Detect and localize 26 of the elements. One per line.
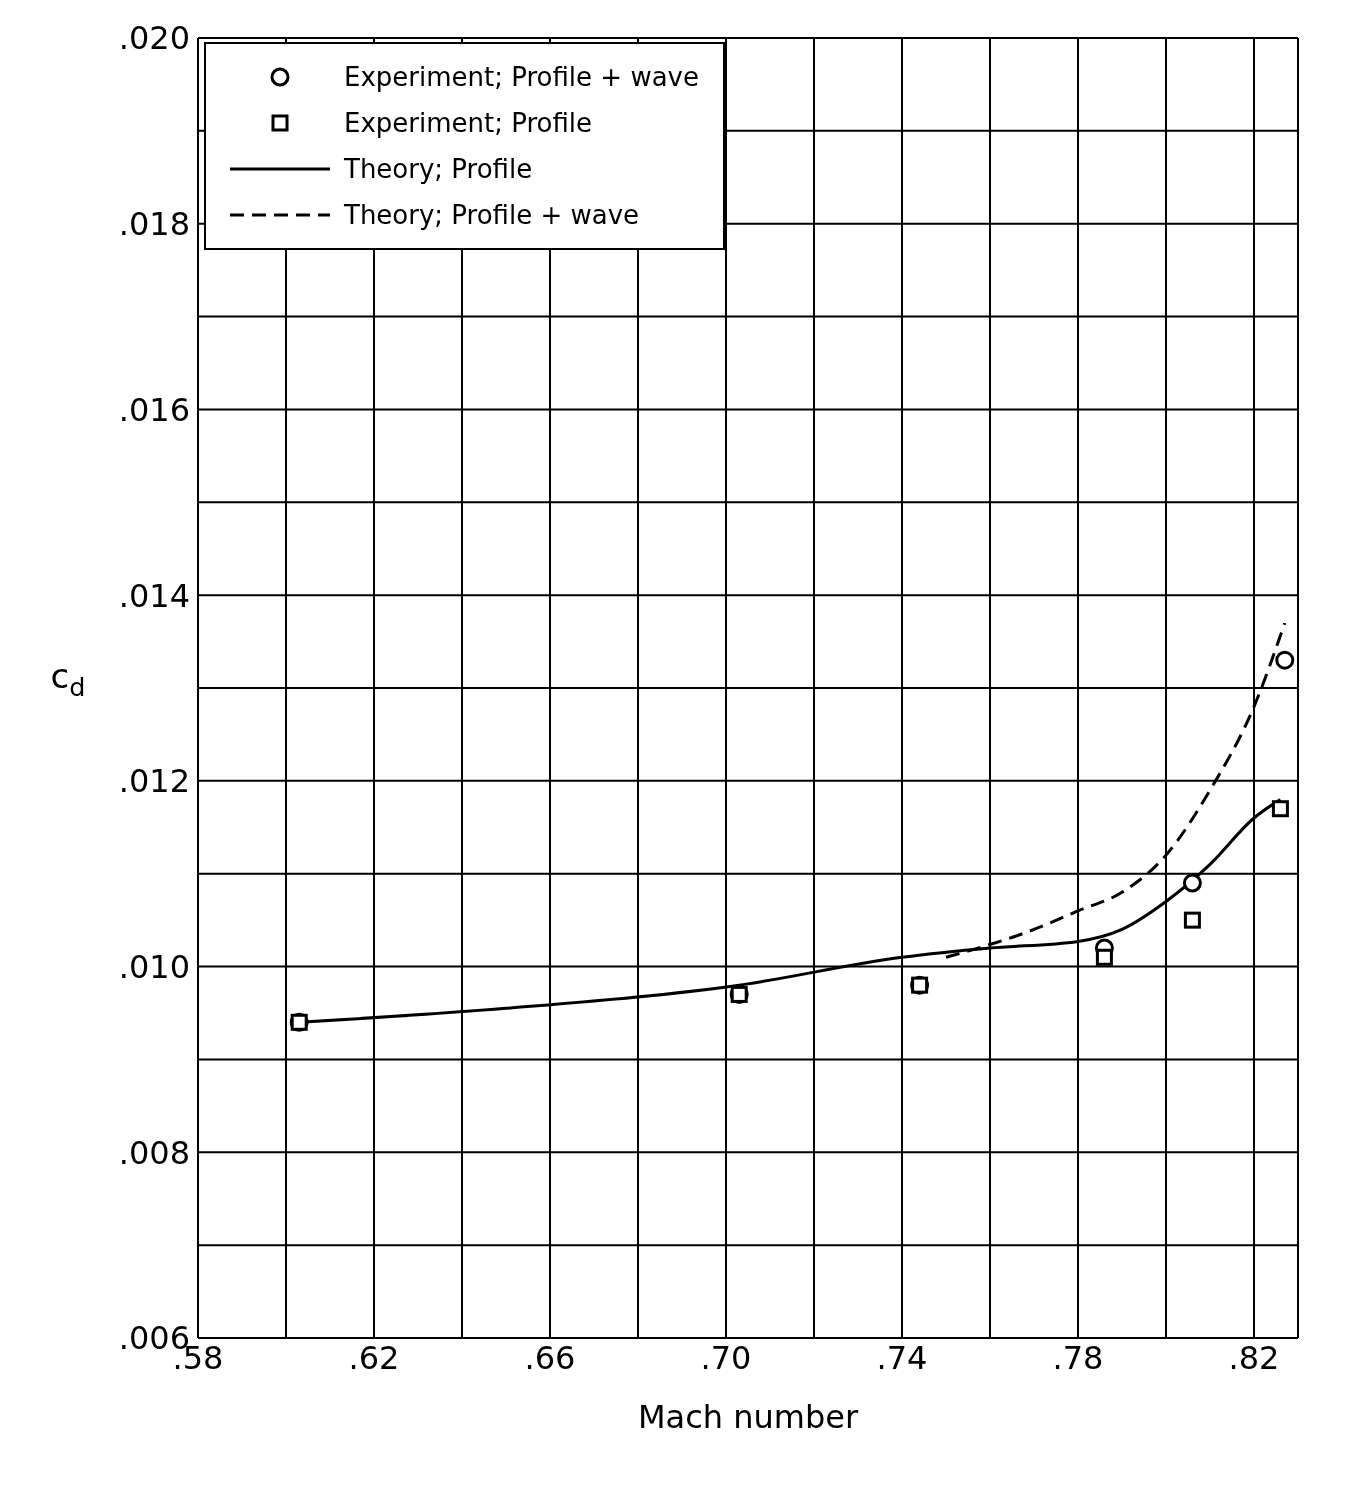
y-axis-title: c$_{d}$	[50, 656, 86, 702]
x-tick-label: .66	[524, 1338, 576, 1377]
y-tick-label: .016	[118, 390, 190, 429]
point	[1095, 948, 1113, 966]
y-tick-label: .008	[118, 1133, 190, 1172]
y-tick-label: .014	[118, 576, 190, 615]
x-axis-title: Mach number	[637, 1398, 859, 1436]
legend-label: Experiment; Profile + wave	[344, 62, 699, 92]
y-tick-label: .018	[118, 205, 190, 244]
point	[911, 976, 929, 994]
y-tick-label: .020	[118, 19, 190, 58]
x-tick-label: .70	[700, 1338, 752, 1377]
point	[290, 1013, 308, 1031]
y-tick-label: .010	[118, 947, 190, 986]
x-tick-label: .82	[1228, 1338, 1280, 1377]
y-tick-label: .012	[118, 762, 190, 801]
point	[1182, 873, 1202, 893]
legend-label: Theory; Profile + wave	[344, 200, 640, 230]
point	[1271, 800, 1289, 818]
x-tick-label: .62	[348, 1338, 400, 1377]
legend-label: Theory; Profile	[344, 154, 533, 184]
legend-label: Experiment; Profile	[344, 108, 593, 138]
point	[1275, 650, 1295, 670]
x-tick-label: .78	[1052, 1338, 1104, 1377]
x-tick-label: .74	[876, 1338, 928, 1377]
point	[1183, 911, 1201, 929]
